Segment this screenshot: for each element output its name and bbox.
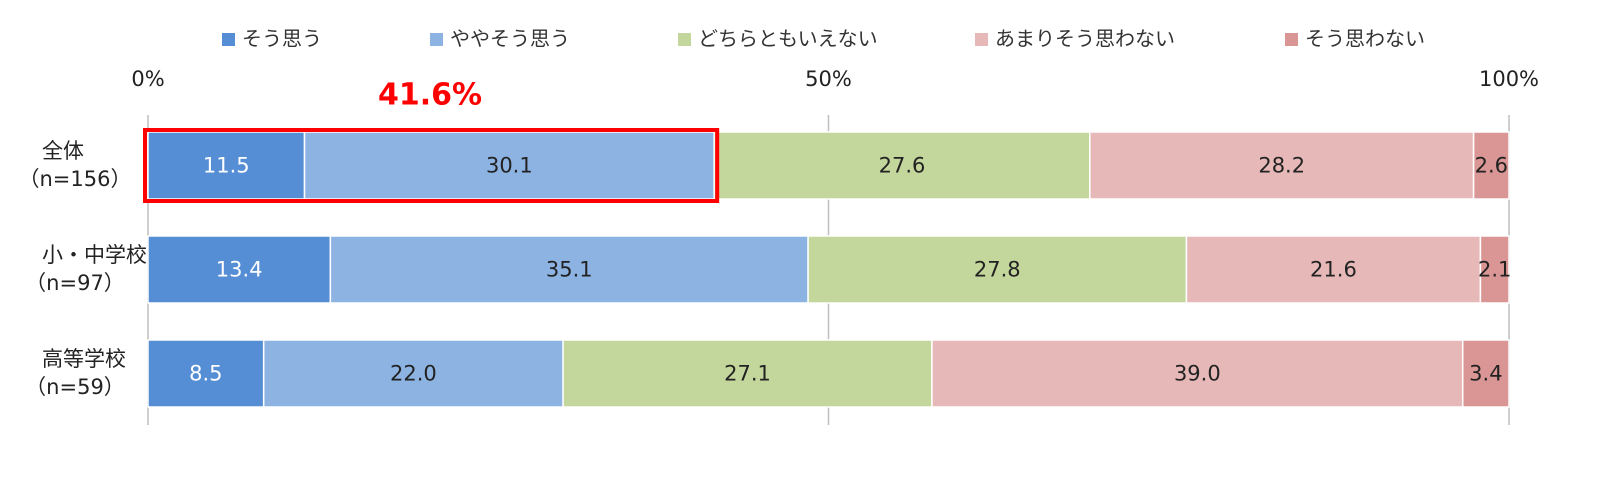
value-label: 21.6 bbox=[1310, 258, 1357, 282]
category-label: 全体 （n=156） bbox=[19, 139, 132, 191]
value-label: 39.0 bbox=[1174, 362, 1221, 386]
legend-swatch bbox=[1285, 33, 1298, 46]
bar-segment bbox=[1461, 339, 1510, 408]
value-label: 30.1 bbox=[486, 154, 533, 178]
value-label: 11.5 bbox=[203, 154, 250, 178]
value-label: 8.5 bbox=[189, 362, 222, 386]
annotation: 41.6% bbox=[378, 78, 482, 113]
value-label: 22.0 bbox=[390, 362, 437, 386]
legend-label: そう思わない bbox=[1305, 27, 1425, 51]
value-label: 2.1 bbox=[1478, 258, 1511, 282]
category-label: 高等学校 （n=59） bbox=[25, 347, 126, 399]
category-label-line: （n=97） bbox=[25, 271, 125, 295]
bar-segment bbox=[147, 235, 332, 304]
value-label: 27.8 bbox=[974, 258, 1021, 282]
x-tick-label: 50% bbox=[805, 67, 852, 91]
x-tick-label: 0% bbox=[131, 67, 164, 91]
bar-segment bbox=[1185, 235, 1482, 304]
bar-segment bbox=[262, 339, 564, 408]
legend-label: どちらともいえない bbox=[698, 27, 878, 51]
value-label: 3.4 bbox=[1469, 362, 1502, 386]
bar-segment bbox=[1472, 131, 1510, 200]
value-label: 27.6 bbox=[879, 154, 926, 178]
legend-swatch bbox=[222, 33, 235, 46]
bar-segment bbox=[147, 339, 265, 408]
highlight-box bbox=[143, 128, 720, 203]
legend-label: ややそう思う bbox=[450, 27, 570, 51]
bar-segment bbox=[329, 235, 809, 304]
legend-swatch bbox=[975, 33, 988, 46]
value-label: 13.4 bbox=[216, 258, 263, 282]
bar-segment bbox=[713, 131, 1091, 200]
bar-segment bbox=[807, 235, 1188, 304]
legend-label: そう思う bbox=[242, 27, 322, 51]
legend-swatch bbox=[678, 33, 691, 46]
category-label-line: 高等学校 bbox=[42, 347, 126, 371]
value-label: 2.6 bbox=[1475, 154, 1508, 178]
bar-segment bbox=[147, 131, 306, 200]
value-label: 28.2 bbox=[1258, 154, 1305, 178]
bar-segment bbox=[931, 339, 1464, 408]
bar-segment bbox=[1479, 235, 1510, 304]
value-label: 35.1 bbox=[546, 258, 593, 282]
category-label-line: （n=156） bbox=[19, 167, 132, 191]
category-label-line: 小・中学校 bbox=[42, 243, 147, 267]
legend-swatch bbox=[430, 33, 443, 46]
x-tick-label: 100% bbox=[1479, 67, 1539, 91]
category-label: 小・中学校 （n=97） bbox=[25, 243, 147, 295]
category-label-line: （n=59） bbox=[25, 375, 125, 399]
category-label-line: 全体 bbox=[42, 139, 84, 163]
bar-segment bbox=[1089, 131, 1475, 200]
bar-segment bbox=[562, 339, 933, 408]
value-label: 27.1 bbox=[724, 362, 771, 386]
legend-label: あまりそう思わない bbox=[995, 27, 1175, 51]
